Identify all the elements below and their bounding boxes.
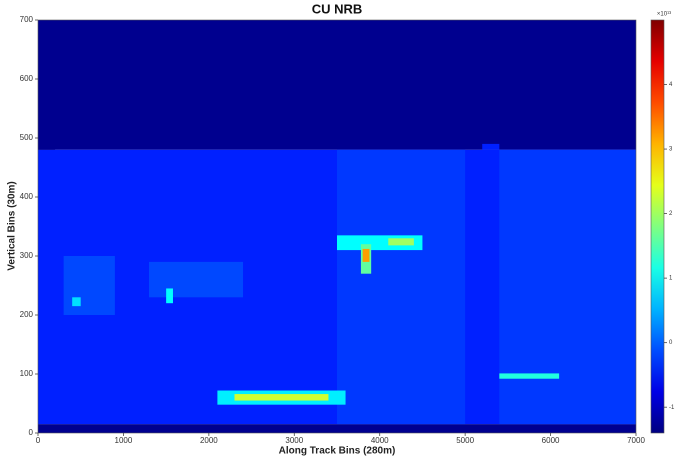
colorbar-tick-label: 4 bbox=[669, 82, 673, 88]
heatmap-cell bbox=[499, 373, 560, 379]
y-axis-label: Vertical Bins (30m) bbox=[7, 181, 18, 270]
y-tick-label: 500 bbox=[20, 133, 34, 142]
y-tick-label: 600 bbox=[20, 74, 34, 83]
heatmap-cell bbox=[234, 394, 329, 401]
heatmap-cell bbox=[38, 20, 636, 150]
x-tick-label: 0 bbox=[36, 436, 41, 445]
y-tick-label: 0 bbox=[29, 428, 34, 437]
colorbar-tick-label: 1 bbox=[669, 276, 673, 282]
heatmap-cell bbox=[149, 261, 244, 298]
heatmap-cell bbox=[38, 424, 636, 433]
x-tick-label: 5000 bbox=[456, 436, 474, 445]
heatmap-cell bbox=[166, 288, 173, 304]
colorbar-tick-label: 0 bbox=[669, 340, 673, 346]
heatmap-cell bbox=[499, 149, 636, 425]
heatmap-cell bbox=[38, 138, 56, 150]
chart-title: CU NRB bbox=[312, 1, 363, 16]
plot-frame bbox=[37, 19, 637, 434]
x-tick-label: 2000 bbox=[200, 436, 218, 445]
y-tick-label: 100 bbox=[20, 369, 34, 378]
heatmap-cell bbox=[388, 238, 414, 246]
heatmap-cell bbox=[72, 297, 81, 307]
y-tick-label: 700 bbox=[20, 15, 34, 24]
colorbar-tick-label: -1 bbox=[669, 405, 675, 411]
y-tick-label: 400 bbox=[20, 192, 34, 201]
heatmap-cell bbox=[482, 143, 500, 150]
x-tick-label: 6000 bbox=[542, 436, 560, 445]
colorbar-tick-label: 2 bbox=[669, 211, 673, 217]
y-tick-label: 300 bbox=[20, 251, 34, 260]
heatmap-cell bbox=[362, 248, 370, 262]
x-tick-label: 4000 bbox=[371, 436, 389, 445]
x-axis-label: Along Track Bins (280m) bbox=[279, 446, 396, 457]
heatmap-cell bbox=[63, 256, 115, 315]
colorbar-label: ×10¹³ bbox=[657, 12, 671, 18]
x-tick-label: 1000 bbox=[115, 436, 133, 445]
colorbar-tick-label: 3 bbox=[669, 147, 673, 153]
colorbar bbox=[650, 19, 665, 434]
x-tick-label: 3000 bbox=[285, 436, 303, 445]
y-tick-label: 200 bbox=[20, 310, 34, 319]
x-tick-label: 7000 bbox=[627, 436, 645, 445]
heatmap-cell bbox=[337, 149, 466, 425]
